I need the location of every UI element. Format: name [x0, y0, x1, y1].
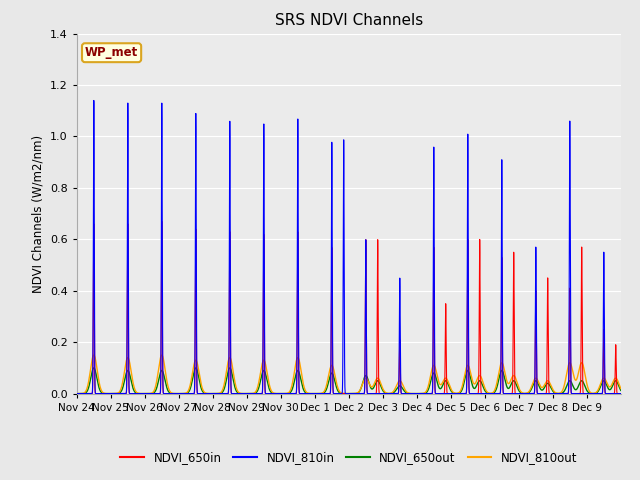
Title: SRS NDVI Channels: SRS NDVI Channels: [275, 13, 423, 28]
Legend: NDVI_650in, NDVI_810in, NDVI_650out, NDVI_810out: NDVI_650in, NDVI_810in, NDVI_650out, NDV…: [116, 446, 582, 469]
Text: WP_met: WP_met: [85, 46, 138, 59]
Y-axis label: NDVI Channels (W/m2/nm): NDVI Channels (W/m2/nm): [31, 134, 44, 293]
